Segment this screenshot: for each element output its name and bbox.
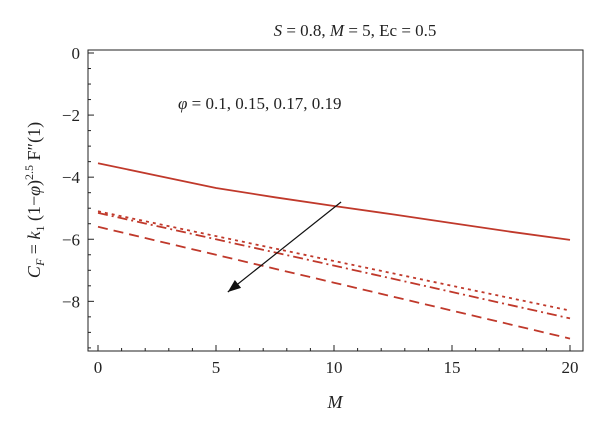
y-tick-label: −6 (62, 230, 80, 249)
series-line-2 (97, 210, 571, 312)
y-tick-label: 0 (72, 44, 81, 63)
y-tick-label: −4 (62, 168, 81, 187)
y-tick-label: −8 (62, 292, 80, 311)
x-tick-label: 15 (444, 358, 461, 377)
annotation-arrow (227, 201, 342, 293)
annotation-phi: φ = 0.1, 0.15, 0.17, 0.19 (178, 94, 342, 113)
arrow-head (227, 280, 242, 293)
series-line-4 (97, 225, 571, 340)
y-axis-label: CF = k1 (1−φ)2.5 F″(1) (22, 122, 47, 278)
chart-title: S = 0.8, M = 5, Ec = 0.5 (274, 21, 437, 40)
series-line-3 (97, 212, 571, 320)
series-layer (97, 162, 571, 340)
x-tick-label: 5 (212, 358, 221, 377)
y-tick-label: −2 (62, 106, 80, 125)
axis-ticks: 0 5 10 15 20 0 −2 −4 −6 −8 (62, 44, 579, 377)
x-tick-label: 10 (326, 358, 343, 377)
x-tick-label: 0 (94, 358, 103, 377)
arrow-shaft (227, 201, 342, 293)
x-tick-label: 20 (562, 358, 579, 377)
plot-frame (87, 49, 584, 352)
series-line-1 (97, 162, 571, 241)
x-axis-label: M (327, 392, 344, 412)
